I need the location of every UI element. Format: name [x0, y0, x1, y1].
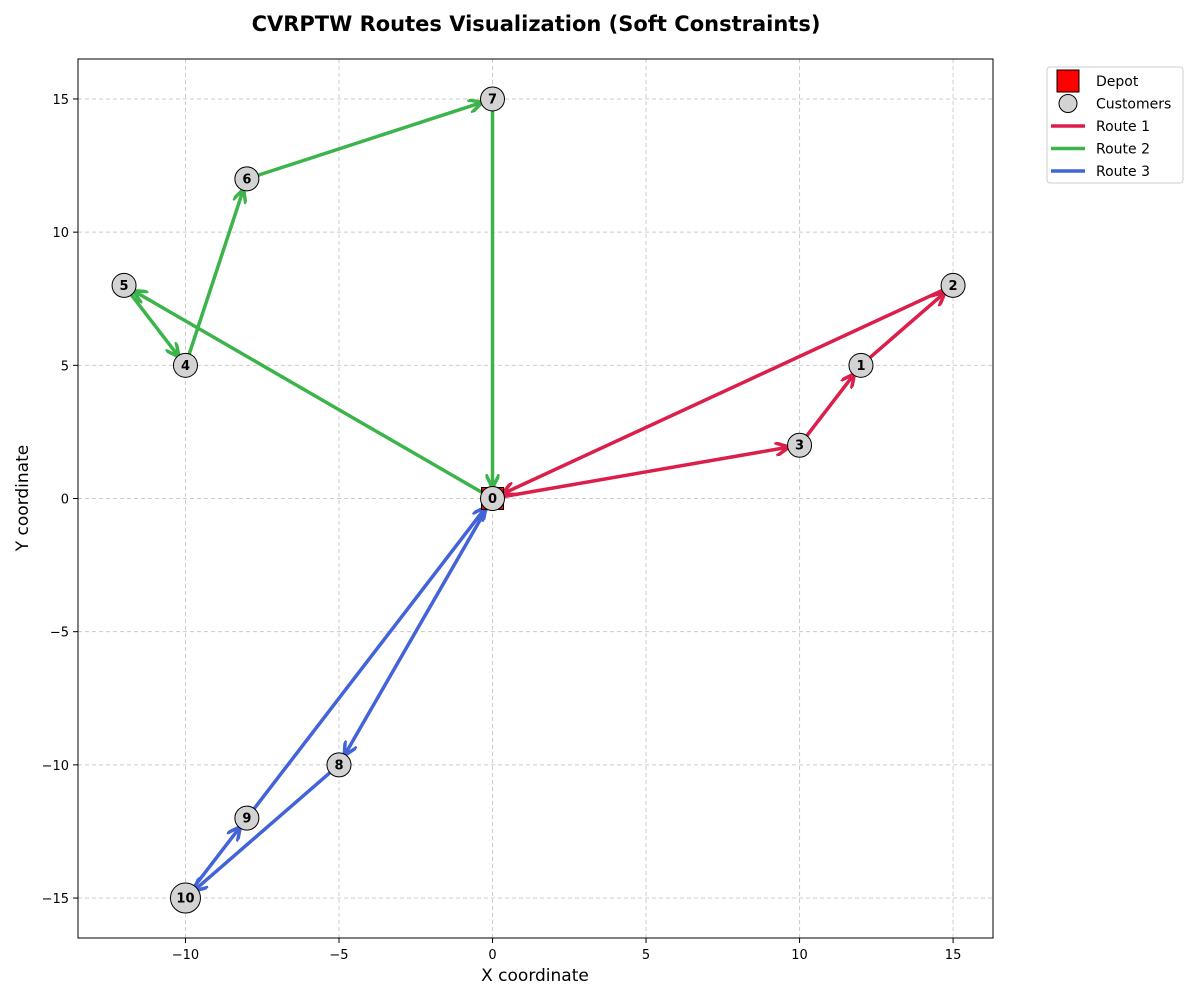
customer-node	[326, 752, 352, 778]
customer-label: 7	[488, 92, 497, 107]
y-axis-label: Y coordinate	[13, 445, 33, 552]
y-tick-label: 15	[52, 93, 69, 108]
customer-node	[234, 166, 260, 192]
customer-label: 10	[176, 892, 194, 907]
x-tick-label: 15	[945, 948, 962, 963]
legend-entry-label: Customers	[1096, 97, 1171, 113]
customer-label: 6	[242, 172, 251, 187]
y-tick-label: −10	[42, 759, 69, 774]
route-2-segment	[124, 286, 178, 356]
y-tick-label: 10	[52, 226, 69, 241]
x-axis-label: X coordinate	[481, 966, 589, 986]
customer-label: 3	[795, 439, 804, 454]
route-1-segment	[494, 447, 787, 500]
x-tick-label: −10	[172, 948, 199, 963]
route-3-segment	[247, 508, 485, 817]
x-tick-label: −5	[329, 948, 348, 963]
customer-label: 4	[181, 359, 190, 374]
customer-node	[111, 272, 137, 298]
chart-title: CVRPTW Routes Visualization (Soft Constr…	[252, 12, 821, 36]
routes	[124, 103, 952, 897]
customer-label: 5	[120, 279, 129, 294]
legend-entry-label: Route 1	[1096, 119, 1150, 135]
y-tick-label: 5	[61, 359, 69, 374]
legend-entry-label: Route 2	[1096, 142, 1150, 158]
route-1-segment	[503, 285, 952, 493]
customer-node	[480, 86, 506, 112]
customer-label: 1	[856, 359, 865, 374]
x-tick-label: 0	[488, 948, 496, 963]
route-3-segment	[186, 828, 240, 897]
route-1-segment	[800, 375, 854, 444]
customer-label: 2	[949, 279, 958, 294]
legend-depot-swatch	[1056, 69, 1080, 93]
legend-box	[1046, 66, 1184, 184]
customer-label: 9	[242, 812, 251, 827]
route-2-segment	[134, 291, 491, 499]
customer-node	[172, 352, 198, 378]
legend-entry-label: Route 3	[1096, 164, 1150, 180]
y-tick-label: −15	[42, 892, 69, 907]
customer-node	[234, 805, 260, 831]
customer-node	[169, 882, 201, 914]
legend-entry-label: Depot	[1096, 74, 1139, 90]
x-tick-label: 10	[791, 948, 808, 963]
grid	[78, 59, 993, 938]
legend: Depot Customers Route 1 Route 2 Route 3	[1046, 66, 1184, 184]
customer-label: 8	[334, 758, 343, 773]
legend-customer-swatch	[1058, 94, 1078, 113]
customer-node	[787, 432, 813, 458]
depot-label: 0	[488, 492, 497, 507]
customer-node	[848, 352, 874, 378]
route-1-segment	[862, 293, 944, 365]
route-3-segment	[195, 765, 338, 890]
customer-node	[940, 272, 966, 298]
depot-node	[480, 486, 506, 511]
y-tick-label: 0	[61, 493, 69, 508]
route-3-segment	[345, 500, 493, 755]
route-2-segment	[184, 190, 243, 364]
y-tick-label: −5	[50, 626, 69, 641]
x-tick-label: 5	[642, 948, 650, 963]
nodes: 0 1 2 3 4 5 6 7 8 9 10	[111, 86, 966, 914]
route-2-segment	[248, 103, 481, 180]
